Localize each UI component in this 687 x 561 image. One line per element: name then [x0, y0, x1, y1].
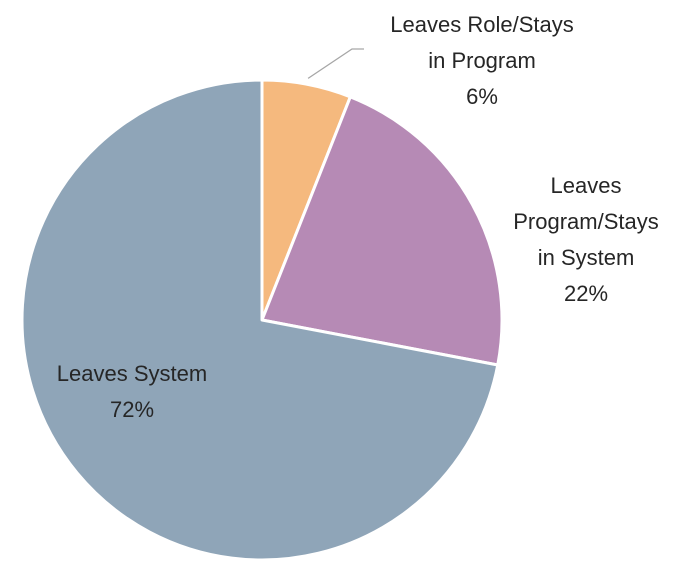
slice-label-leaves-system: Leaves System 72% [22, 356, 242, 428]
slice-name-line: in Program [428, 48, 536, 73]
slice-percent: 22% [563, 281, 609, 306]
slice-name-line: Leaves Role/Stays [390, 12, 574, 37]
slice-name-line: Leaves [550, 173, 622, 198]
slice-label-leaves-program: Leaves Program/Stays in System 22% [486, 168, 686, 312]
leader-lines [307, 48, 364, 79]
slice-name-line: in System [537, 245, 635, 270]
leader-line-leaves-role [307, 48, 364, 79]
pie-slice-2 [20, 78, 500, 561]
slice-percent: 6% [466, 84, 498, 109]
pie-slice-1 [260, 95, 504, 367]
slice-name-line: Leaves System [56, 361, 208, 386]
pie-slices [20, 78, 504, 561]
slice-label-leaves-role: Leaves Role/Stays in Program 6% [357, 7, 607, 115]
slice-name-line: Program/Stays [513, 209, 659, 234]
slice-percent: 72% [109, 397, 155, 422]
